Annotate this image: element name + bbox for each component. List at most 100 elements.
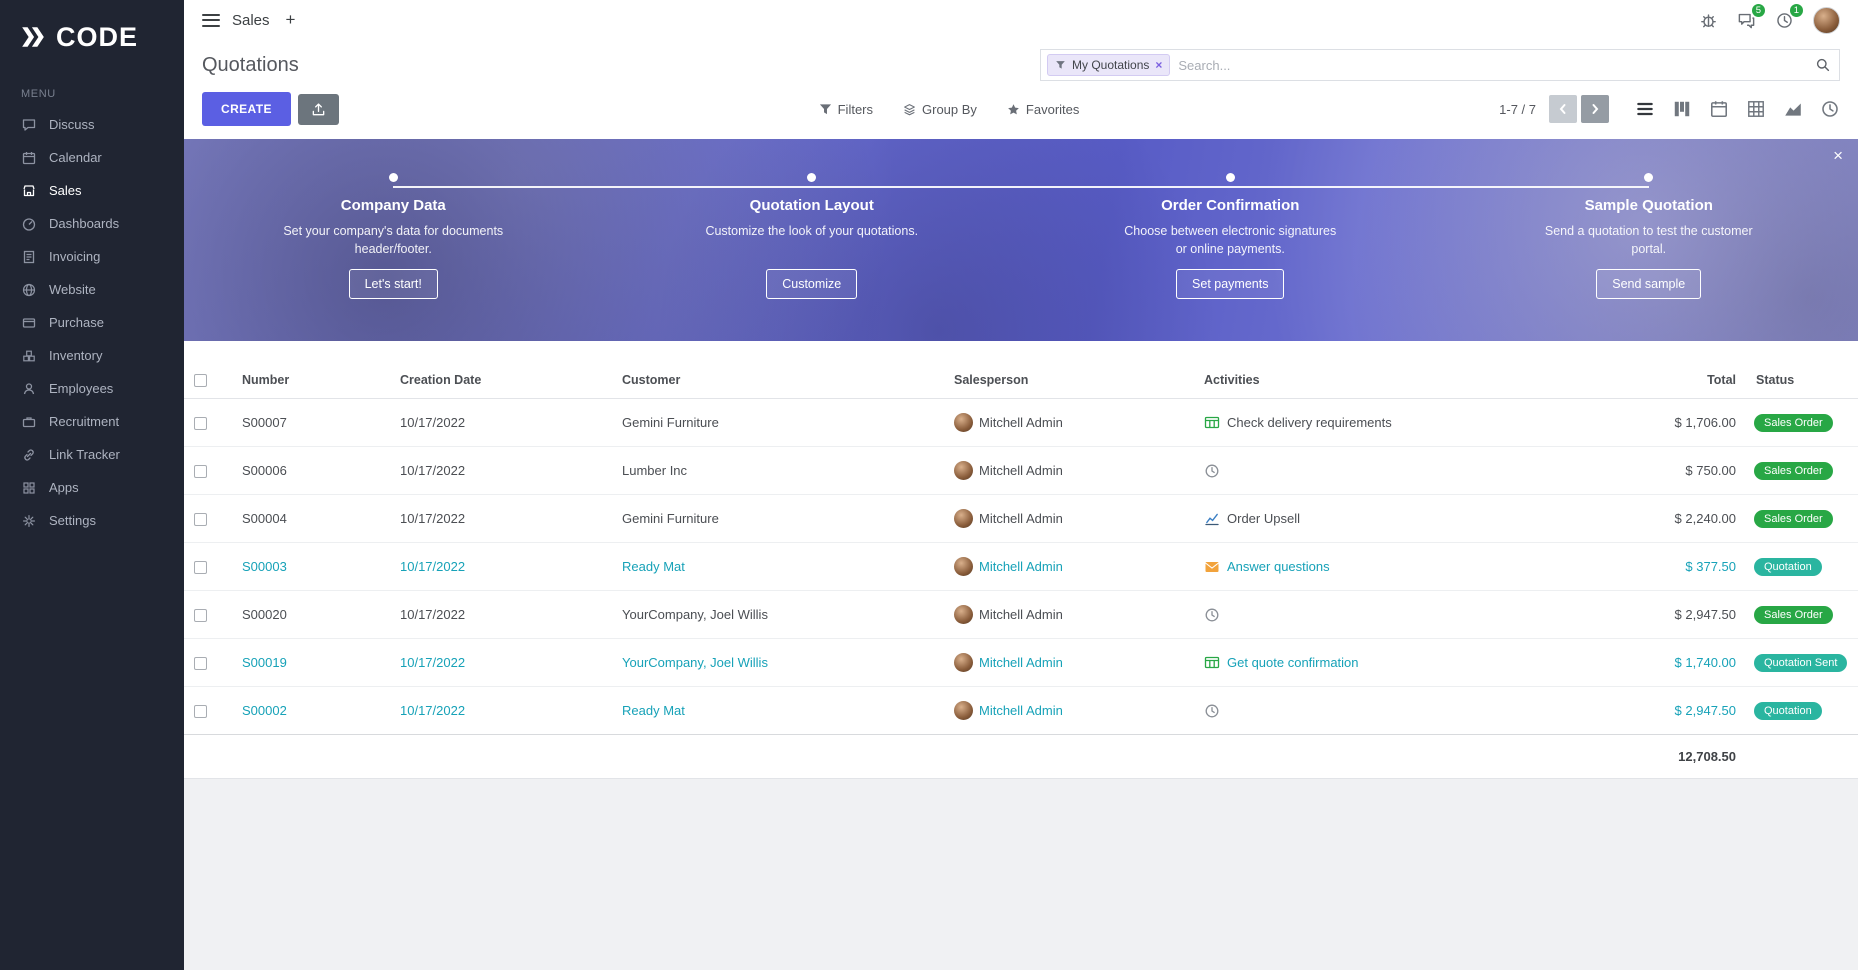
group-by-button[interactable]: Group By bbox=[903, 102, 977, 117]
column-header-total[interactable]: Total bbox=[1586, 361, 1746, 400]
table-row[interactable]: S00020 10/17/2022 YourCompany, Joel Will… bbox=[184, 590, 1858, 639]
salesperson-name: Mitchell Admin bbox=[979, 559, 1063, 575]
favorites-button[interactable]: Favorites bbox=[1007, 102, 1079, 117]
table-row[interactable]: S00002 10/17/2022 Ready Mat Mitchell Adm… bbox=[184, 686, 1858, 735]
table-row[interactable]: S00004 10/17/2022 Gemini Furniture Mitch… bbox=[184, 494, 1858, 543]
salesperson-avatar bbox=[954, 413, 973, 433]
sidebar-item-purchase[interactable]: Purchase bbox=[0, 306, 184, 339]
search-input[interactable] bbox=[1170, 57, 1815, 73]
table-row[interactable]: S00003 10/17/2022 Ready Mat Mitchell Adm… bbox=[184, 542, 1858, 591]
activity[interactable] bbox=[1204, 703, 1576, 719]
previous-page-button[interactable] bbox=[1549, 95, 1577, 123]
activity[interactable]: Check delivery requirements bbox=[1204, 415, 1576, 431]
set-payments-button[interactable]: Set payments bbox=[1176, 269, 1285, 299]
user-avatar[interactable] bbox=[1813, 6, 1840, 34]
activity[interactable] bbox=[1204, 607, 1576, 623]
select-all-checkbox[interactable] bbox=[194, 374, 207, 388]
activity-clock-icon[interactable]: 1 bbox=[1775, 3, 1803, 30]
kanban-view-icon[interactable] bbox=[1672, 99, 1692, 119]
search-icon[interactable] bbox=[1815, 57, 1831, 73]
sales-icon bbox=[21, 183, 37, 199]
sidebar-item-employees[interactable]: Employees bbox=[0, 372, 184, 405]
step-title: Sample Quotation bbox=[1584, 197, 1713, 214]
sidebar-item-apps[interactable]: Apps bbox=[0, 471, 184, 504]
sidebar-item-label: Employees bbox=[49, 381, 114, 396]
sidebar-item-calendar[interactable]: Calendar bbox=[0, 141, 184, 174]
row-checkbox[interactable] bbox=[194, 657, 207, 671]
messages-icon[interactable]: 5 bbox=[1737, 3, 1765, 30]
sidebar-item-link-tracker[interactable]: Link Tracker bbox=[0, 438, 184, 471]
next-page-button[interactable] bbox=[1581, 95, 1609, 123]
sidebar-item-sales[interactable]: Sales bbox=[0, 174, 184, 207]
quotation-number: S00002 bbox=[232, 686, 390, 735]
inventory-icon bbox=[21, 348, 37, 364]
dashboard-icon bbox=[21, 216, 37, 232]
sidebar-item-website[interactable]: Website bbox=[0, 273, 184, 306]
create-button[interactable]: CREATE bbox=[202, 92, 291, 126]
onboarding-step-company-data: Company Data Set your company's data for… bbox=[184, 173, 603, 299]
salesperson-name: Mitchell Admin bbox=[979, 511, 1063, 527]
activity-label: Check delivery requirements bbox=[1227, 415, 1392, 431]
row-checkbox[interactable] bbox=[194, 465, 207, 479]
close-icon[interactable]: × bbox=[1833, 146, 1843, 165]
row-checkbox[interactable] bbox=[194, 705, 207, 719]
list-view-icon[interactable] bbox=[1635, 99, 1655, 119]
sidebar-item-dashboards[interactable]: Dashboards bbox=[0, 207, 184, 240]
new-tab-button[interactable]: + bbox=[285, 10, 296, 29]
row-checkbox[interactable] bbox=[194, 417, 207, 431]
activity[interactable]: Order Upsell bbox=[1204, 511, 1576, 527]
sidebar-item-recruitment[interactable]: Recruitment bbox=[0, 405, 184, 438]
calendar-icon bbox=[21, 150, 37, 166]
clock-icon bbox=[1204, 703, 1220, 719]
step-title: Company Data bbox=[340, 197, 446, 214]
chat-icon bbox=[21, 117, 37, 133]
row-checkbox[interactable] bbox=[194, 513, 207, 527]
customer-name: YourCompany, Joel Willis bbox=[612, 590, 944, 639]
status-badge: Quotation bbox=[1754, 701, 1822, 720]
export-button[interactable] bbox=[297, 93, 339, 125]
spreadsheet-icon bbox=[1204, 655, 1220, 671]
lets-start-button[interactable]: Let's start! bbox=[348, 269, 438, 299]
hamburger-menu-icon[interactable] bbox=[202, 13, 220, 27]
filter-chip[interactable]: My Quotations × bbox=[1047, 54, 1171, 76]
search-bar[interactable]: My Quotations × bbox=[1040, 49, 1840, 81]
sidebar-item-label: Link Tracker bbox=[49, 447, 120, 462]
activity[interactable] bbox=[1204, 463, 1576, 479]
funnel-icon bbox=[1056, 60, 1065, 69]
table-row[interactable]: S00019 10/17/2022 YourCompany, Joel Will… bbox=[184, 638, 1858, 687]
column-header-status[interactable]: Status bbox=[1746, 361, 1858, 400]
remove-filter-icon[interactable]: × bbox=[1155, 58, 1163, 72]
app-logo[interactable]: CODE bbox=[0, 0, 184, 74]
sidebar-item-discuss[interactable]: Discuss bbox=[0, 108, 184, 141]
activity-view-icon[interactable] bbox=[1820, 99, 1840, 119]
graph-view-icon[interactable] bbox=[1783, 99, 1803, 119]
sidebar-item-label: Discuss bbox=[49, 117, 95, 132]
sidebar-item-label: Recruitment bbox=[49, 414, 120, 429]
calendar-view-icon[interactable] bbox=[1709, 99, 1729, 119]
chevron-right-icon bbox=[1592, 104, 1599, 114]
invoice-icon bbox=[21, 249, 37, 265]
sidebar-item-invoicing[interactable]: Invoicing bbox=[0, 240, 184, 273]
column-header-number[interactable]: Number bbox=[232, 361, 390, 400]
column-header-creation-date[interactable]: Creation Date bbox=[390, 361, 612, 400]
activity[interactable]: Answer questions bbox=[1204, 559, 1576, 575]
activity-label: Get quote confirmation bbox=[1227, 655, 1359, 671]
column-header-salesperson[interactable]: Salesperson bbox=[944, 361, 1194, 400]
salesperson-avatar bbox=[954, 557, 973, 577]
sidebar-item-settings[interactable]: Settings bbox=[0, 504, 184, 537]
activity[interactable]: Get quote confirmation bbox=[1204, 655, 1576, 671]
table-row[interactable]: S00007 10/17/2022 Gemini Furniture Mitch… bbox=[184, 399, 1858, 447]
customize-button[interactable]: Customize bbox=[766, 269, 858, 299]
step-title: Quotation Layout bbox=[749, 197, 874, 214]
column-header-customer[interactable]: Customer bbox=[612, 361, 944, 400]
table-row[interactable]: S00006 10/17/2022 Lumber Inc Mitchell Ad… bbox=[184, 446, 1858, 495]
row-checkbox[interactable] bbox=[194, 561, 207, 575]
active-app-name[interactable]: Sales bbox=[232, 11, 270, 29]
pivot-view-icon[interactable] bbox=[1746, 99, 1766, 119]
bug-icon[interactable] bbox=[1699, 11, 1718, 30]
row-checkbox[interactable] bbox=[194, 609, 207, 623]
send-sample-button[interactable]: Send sample bbox=[1596, 269, 1702, 299]
filters-button[interactable]: Filters bbox=[819, 102, 873, 117]
sidebar-item-inventory[interactable]: Inventory bbox=[0, 339, 184, 372]
column-header-activities[interactable]: Activities bbox=[1194, 361, 1586, 400]
